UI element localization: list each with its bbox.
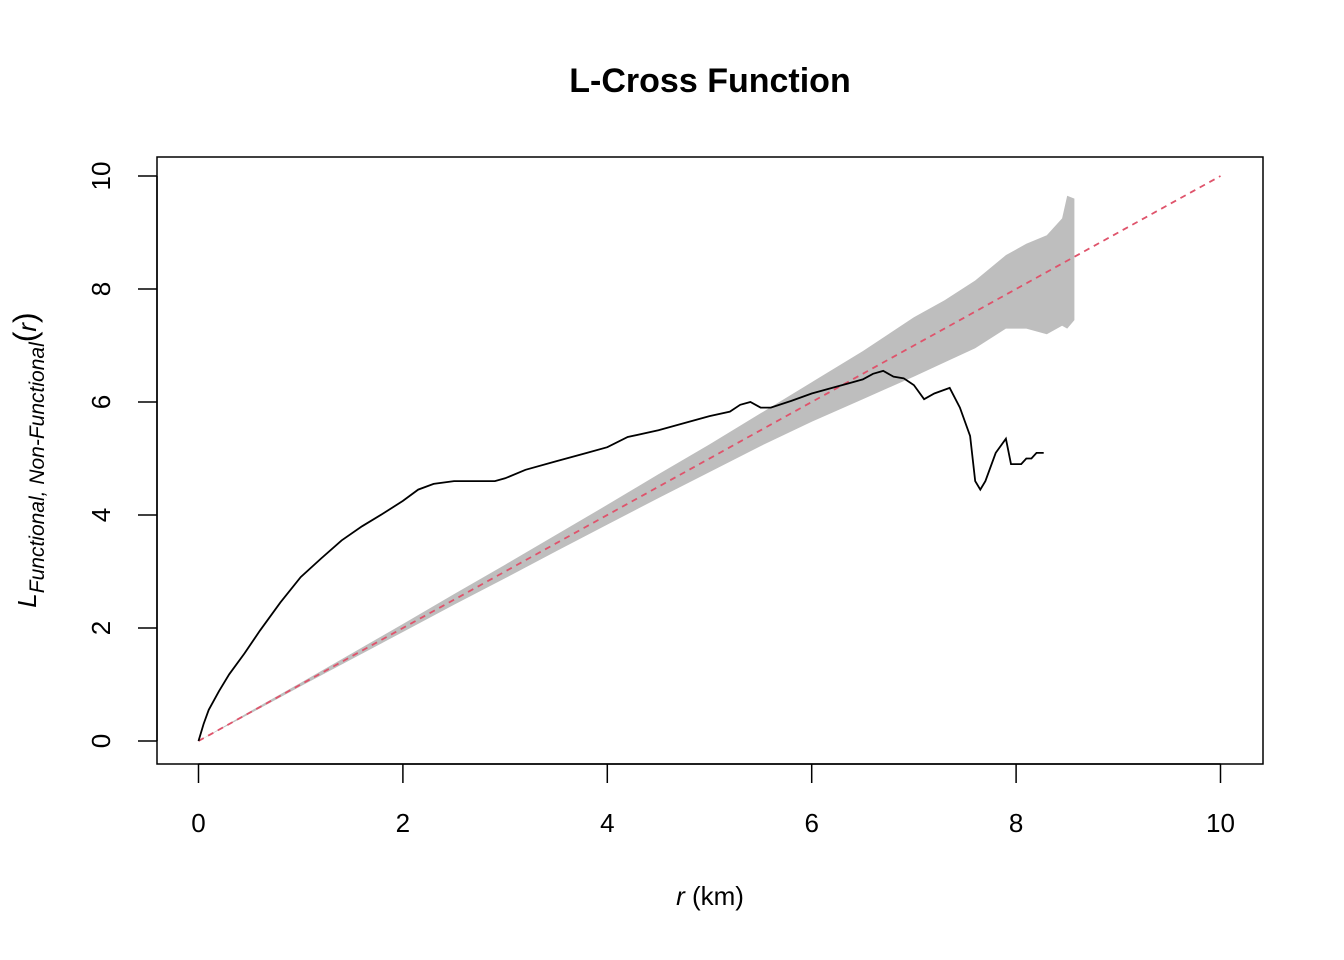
y-axis: 0 2 4 6 8 10 [86, 162, 158, 748]
y-tick-label: 4 [86, 508, 116, 522]
x-tick-label: 6 [804, 808, 818, 838]
y-axis-label-main: L [12, 593, 42, 607]
y-tick-label: 6 [86, 395, 116, 409]
envelope-band [198, 195, 1075, 742]
x-axis-label-unit: (km) [685, 881, 744, 911]
chart-title: L-Cross Function [569, 62, 850, 100]
x-tick-label: 0 [191, 808, 205, 838]
x-tick-label: 10 [1206, 808, 1235, 838]
x-axis-label: r (km) [676, 881, 744, 911]
y-axis-label: LFunctional, Non-Functional(r) [7, 312, 49, 607]
x-tick-label: 2 [396, 808, 410, 838]
x-tick-label: 4 [600, 808, 614, 838]
x-axis: 0 2 4 6 8 10 [191, 763, 1235, 838]
y-tick-label: 8 [86, 282, 116, 296]
x-tick-label: 8 [1009, 808, 1023, 838]
series-theoretical-line [198, 175, 1221, 742]
y-tick-label: 2 [86, 621, 116, 635]
x-axis-label-var: r [676, 881, 686, 911]
y-axis-label-sub: Functional, Non-Functional [26, 341, 49, 593]
y-tick-label: 0 [86, 734, 116, 748]
y-axis-label-arg: r [12, 322, 42, 332]
plot-area [197, 175, 1221, 742]
series-observed-line [197, 369, 1044, 742]
y-tick-label: 10 [86, 162, 116, 191]
